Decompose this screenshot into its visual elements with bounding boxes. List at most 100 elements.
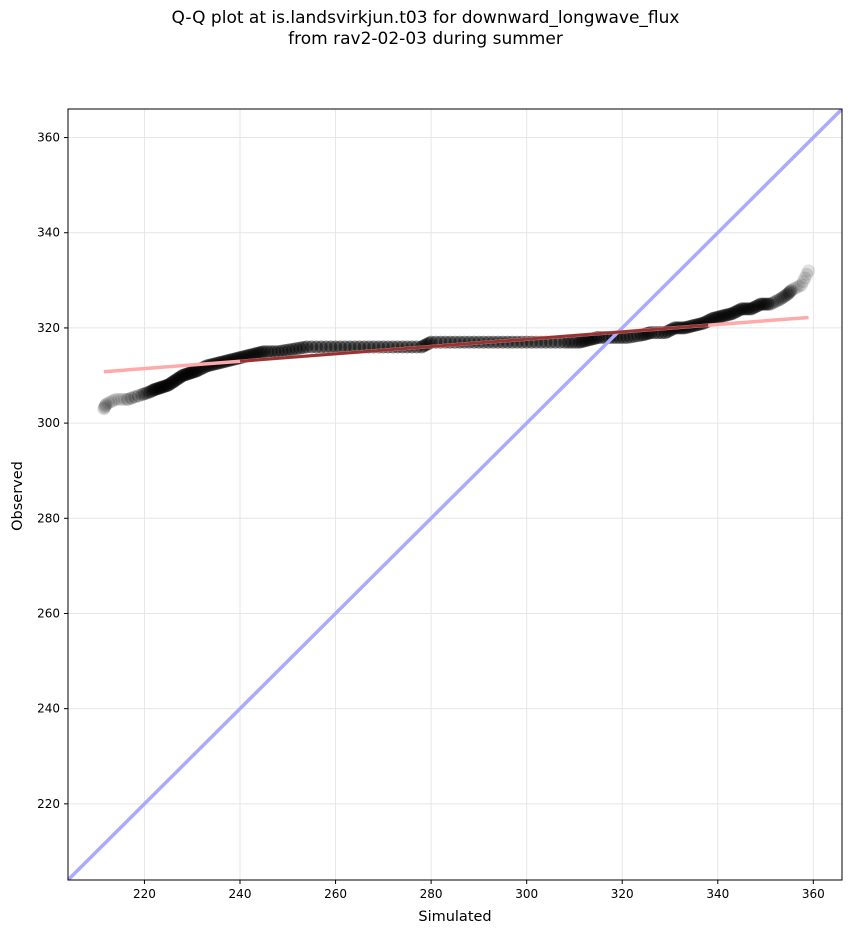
data-point: [282, 343, 296, 357]
data-point: [245, 348, 259, 362]
data-point: [188, 364, 202, 378]
data-point: [169, 373, 182, 387]
data-point: [775, 291, 789, 305]
x-tick-label: 240: [229, 887, 252, 901]
data-point: [151, 382, 165, 396]
data-point: [268, 345, 282, 359]
data-point: [271, 345, 285, 359]
data-point: [305, 340, 319, 354]
data-point: [776, 290, 790, 304]
data-point: [149, 382, 163, 396]
data-point: [338, 340, 352, 354]
data-point: [343, 340, 357, 354]
data-point: [278, 344, 292, 358]
data-point: [158, 379, 172, 393]
x-tick-label: 320: [611, 887, 634, 901]
x-tick-label: 280: [420, 887, 443, 901]
data-point: [309, 340, 323, 354]
data-point: [627, 329, 641, 343]
data-point: [179, 367, 193, 381]
grid: [68, 109, 842, 880]
data-point: [739, 302, 753, 316]
data-point: [286, 342, 300, 356]
data-point: [579, 333, 593, 347]
data-point: [98, 399, 112, 413]
x-tick-label: 220: [133, 887, 156, 901]
data-point: [747, 301, 761, 315]
data-point: [771, 294, 784, 308]
data-point: [115, 392, 129, 406]
data-point: [260, 345, 274, 359]
data-point: [766, 296, 780, 310]
data-point: [97, 402, 111, 416]
data-point: [118, 392, 132, 406]
data-point: [314, 340, 328, 354]
data-point: [174, 370, 188, 384]
data-point: [275, 344, 289, 358]
data-point: [289, 342, 303, 356]
data-point: [761, 297, 775, 311]
data-point: [744, 302, 758, 316]
chart-title-line-2: from rav2-02-03 during summer: [288, 29, 563, 49]
data-point: [784, 284, 798, 298]
data-point: [763, 297, 777, 311]
data-point: [713, 310, 727, 324]
data-point: [768, 295, 782, 309]
data-point: [708, 311, 722, 325]
data-point: [780, 288, 794, 302]
data-point: [293, 341, 307, 355]
data-point: [561, 335, 575, 349]
data-point: [706, 311, 720, 325]
data-point: [577, 334, 591, 348]
data-point: [99, 397, 113, 411]
data-point: [794, 278, 808, 292]
data-point: [121, 392, 135, 406]
data-point: [154, 380, 168, 394]
data-point: [137, 387, 151, 401]
data-point: [732, 303, 746, 317]
data-point: [751, 298, 765, 312]
data-point: [778, 289, 792, 303]
data-point: [725, 307, 739, 321]
data-point: [756, 297, 770, 311]
data-point: [800, 267, 814, 281]
data-point: [190, 364, 204, 378]
data-point: [798, 271, 812, 285]
data-point: [704, 313, 718, 327]
y-tick-label: 340: [37, 226, 60, 240]
data-point: [124, 391, 138, 405]
data-point: [802, 264, 816, 278]
data-point: [728, 305, 741, 319]
data-point: [167, 374, 181, 388]
data-point: [790, 280, 804, 294]
data-point: [711, 310, 725, 324]
chart-title-line-1: Q-Q plot at is.landsvirkjun.t03 for down…: [171, 8, 680, 28]
x-tick-label: 260: [324, 887, 347, 901]
chart-title: Q-Q plot at is.landsvirkjun.t03 for down…: [0, 8, 851, 50]
x-axis-label: Simulated: [418, 909, 491, 925]
data-point: [163, 377, 177, 391]
data-point: [177, 368, 191, 382]
data-point: [247, 347, 261, 361]
data-point: [737, 302, 751, 316]
data-point: [264, 345, 278, 359]
data-point: [723, 307, 737, 321]
data-point: [131, 389, 145, 403]
data-point: [185, 366, 199, 380]
data-point: [759, 297, 773, 311]
x-tick-label: 360: [802, 887, 825, 901]
data-point: [553, 335, 567, 349]
data-point: [792, 279, 806, 293]
data-point: [616, 330, 630, 344]
data-point: [296, 341, 310, 355]
data-point: [782, 285, 796, 299]
data-point: [140, 386, 154, 400]
x-tick-label: 300: [515, 887, 538, 901]
data-point: [572, 335, 586, 349]
data-point: [749, 300, 763, 314]
y-axis-label: Observed: [10, 461, 26, 531]
data-point: [785, 283, 799, 297]
data-point: [575, 335, 589, 349]
data-point: [143, 385, 157, 399]
